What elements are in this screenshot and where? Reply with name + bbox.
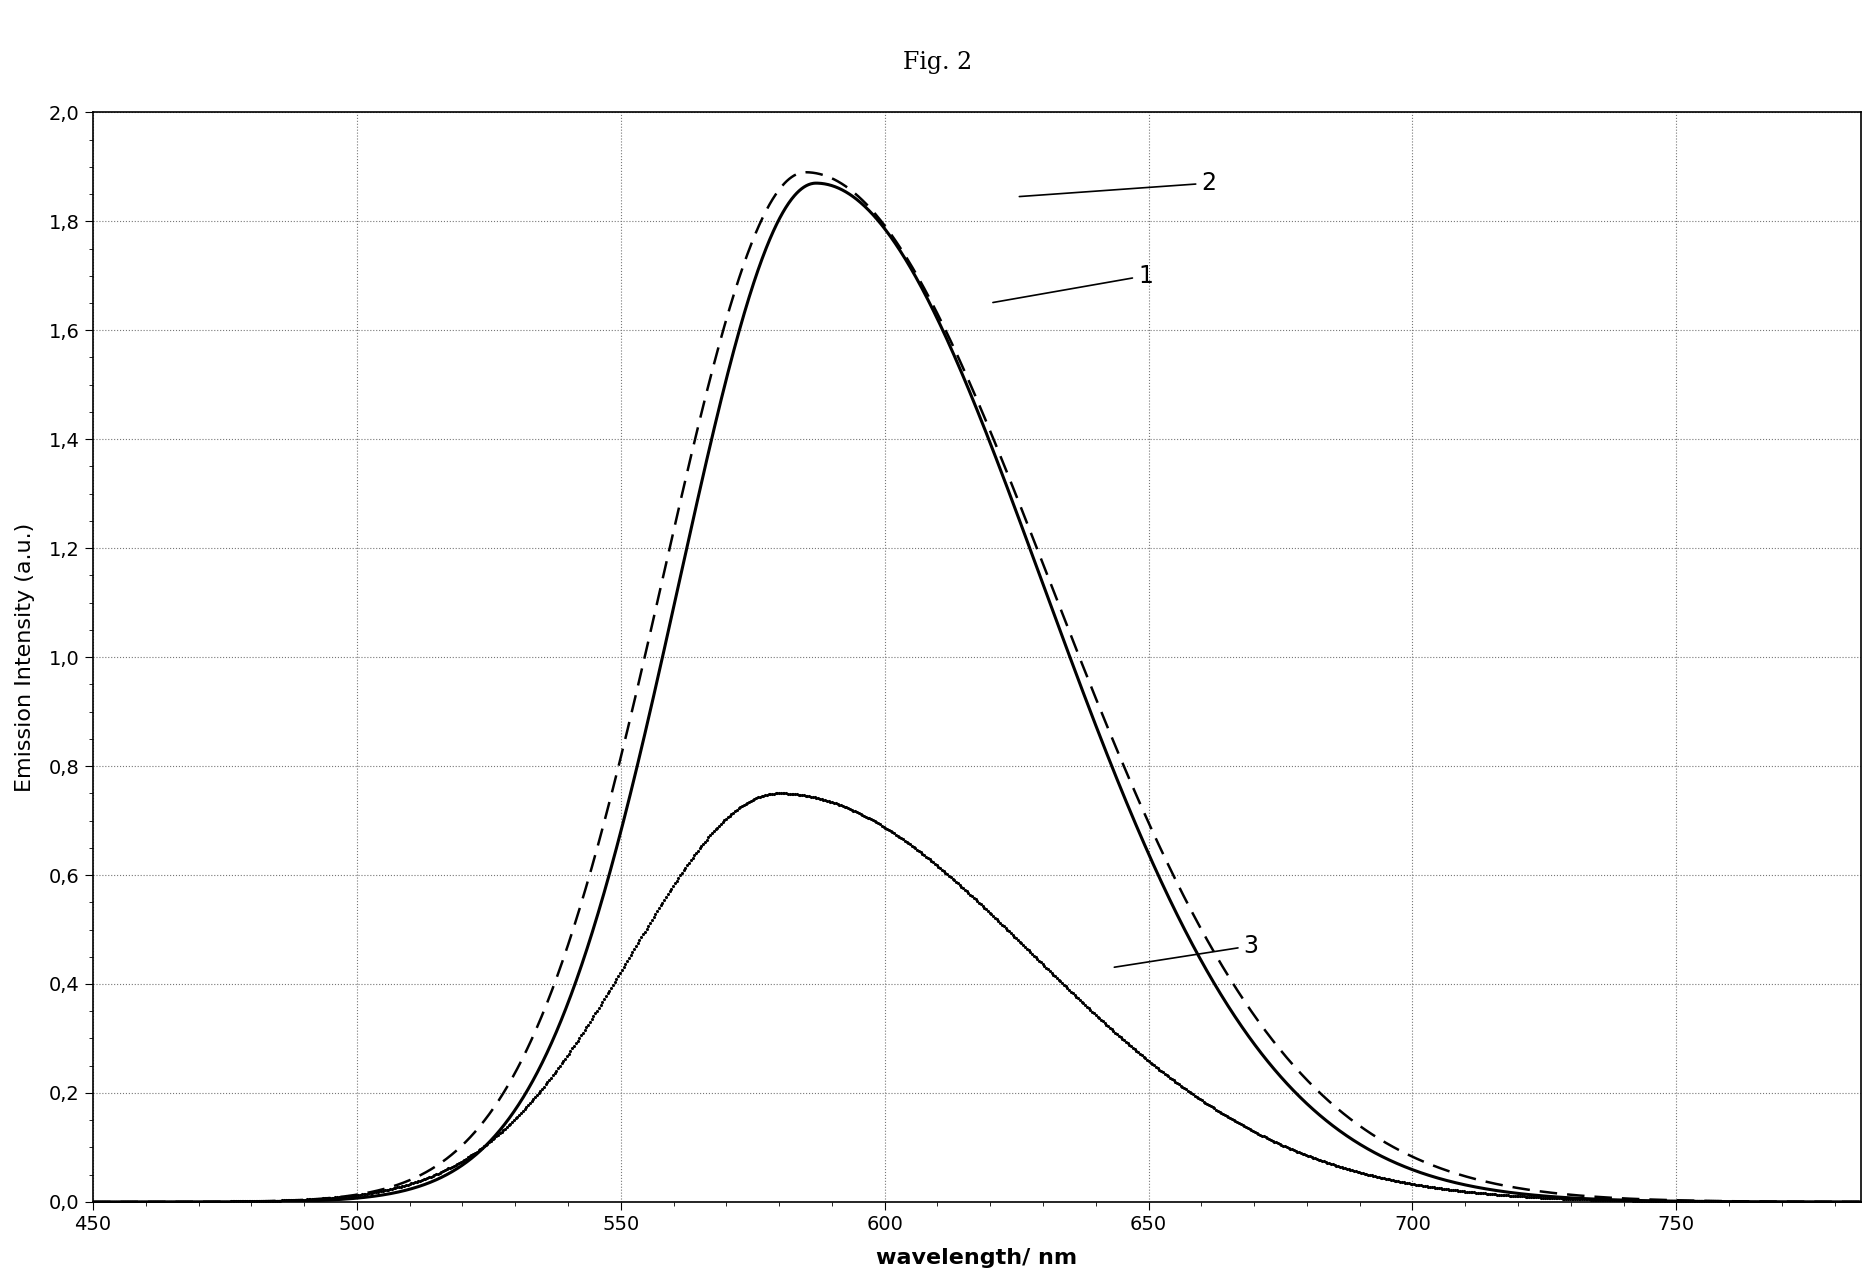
- Text: 1: 1: [992, 264, 1154, 303]
- X-axis label: wavelength/ nm: wavelength/ nm: [876, 1248, 1077, 1268]
- Y-axis label: Emission Intensity (a.u.): Emission Intensity (a.u.): [15, 522, 36, 792]
- Text: Fig. 2: Fig. 2: [904, 51, 972, 74]
- Text: 2: 2: [1019, 171, 1216, 196]
- Text: 3: 3: [1114, 934, 1259, 967]
